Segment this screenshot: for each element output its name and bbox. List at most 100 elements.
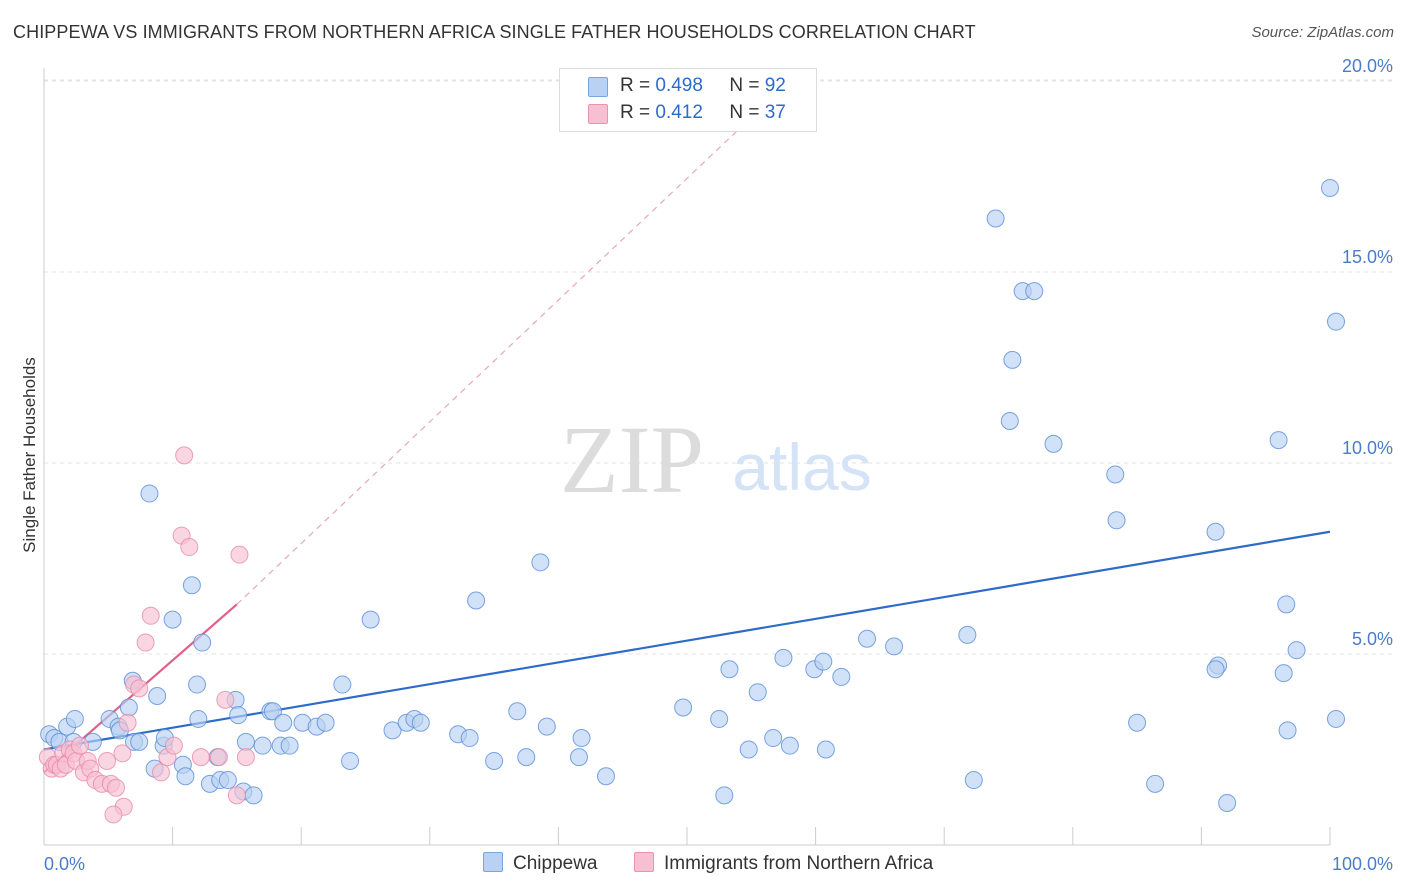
point-chippewa	[274, 713, 293, 732]
legend-n-value: 37	[764, 102, 786, 123]
point-chippewa	[253, 736, 272, 755]
point-chippewa	[341, 751, 360, 770]
point-chippewa	[280, 736, 299, 755]
point-chippewa	[1025, 282, 1044, 301]
point-chippewa	[1278, 721, 1297, 740]
point-chippewa	[720, 660, 739, 679]
point-immigrants	[107, 778, 126, 797]
point-immigrants	[209, 748, 228, 767]
point-immigrants	[230, 545, 249, 564]
tick-labels: 5.0% 10.0% 15.0% 20.0% 0.0% 100.0%	[44, 56, 1393, 874]
legend-r-label: R =	[620, 102, 651, 123]
point-immigrants	[216, 690, 235, 709]
point-chippewa	[1106, 465, 1125, 484]
point-chippewa	[674, 698, 693, 717]
legend-swatch-immigrants	[588, 104, 608, 124]
point-immigrants	[98, 751, 117, 770]
legend-r-label: R =	[620, 75, 651, 96]
bottom-legend-label-chippewa: Chippewa	[513, 853, 598, 874]
bottom-legend-swatch-immigrants	[634, 852, 654, 872]
point-immigrants	[130, 679, 149, 698]
point-chippewa	[958, 625, 977, 644]
point-chippewa	[119, 698, 138, 717]
point-chippewa	[508, 702, 527, 721]
point-chippewa	[218, 771, 237, 790]
point-chippewa	[537, 717, 556, 736]
grid-lines	[44, 79, 1394, 655]
source-credit: Source: ZipAtlas.com	[1251, 24, 1394, 41]
data-points	[38, 178, 1345, 824]
point-chippewa	[1327, 312, 1345, 331]
point-immigrants	[136, 633, 155, 652]
point-immigrants	[236, 748, 255, 767]
point-chippewa	[1146, 774, 1165, 793]
bottom-legend-immigrants: Immigrants from Northern Africa	[634, 852, 933, 875]
legend-r-value: 0.498	[655, 75, 703, 96]
point-chippewa	[885, 637, 904, 656]
point-chippewa	[485, 751, 504, 770]
point-chippewa	[986, 209, 1005, 228]
legend-n-label: N =	[729, 102, 760, 123]
point-chippewa	[1269, 431, 1288, 450]
axes	[43, 68, 1331, 846]
point-chippewa	[229, 706, 248, 725]
legend: R = 0.498 N = 92 R = 0.412 N = 37	[559, 68, 817, 132]
trend-extension-immigrants	[236, 80, 791, 605]
y-tick-label: 15.0%	[1342, 247, 1393, 267]
point-chippewa	[65, 709, 84, 728]
point-chippewa	[1206, 660, 1225, 679]
point-immigrants	[175, 446, 194, 465]
x-tick-label-min: 0.0%	[44, 854, 85, 874]
point-immigrants	[71, 736, 90, 755]
point-chippewa	[189, 709, 208, 728]
point-chippewa	[1107, 511, 1126, 530]
chart-title: CHIPPEWA VS IMMIGRANTS FROM NORTHERN AFR…	[13, 22, 976, 42]
point-immigrants	[104, 805, 123, 824]
point-chippewa	[517, 748, 536, 767]
point-immigrants	[180, 538, 199, 557]
point-immigrants	[191, 748, 210, 767]
y-tick-label: 5.0%	[1352, 629, 1393, 649]
point-chippewa	[1218, 793, 1237, 812]
trend-line-chippewa	[43, 530, 1331, 751]
point-immigrants	[164, 736, 183, 755]
point-chippewa	[832, 667, 851, 686]
point-chippewa	[411, 713, 430, 732]
legend-n-value: 92	[764, 75, 786, 96]
point-chippewa	[710, 709, 729, 728]
point-chippewa	[858, 629, 877, 648]
legend-r-value: 0.412	[655, 102, 703, 123]
point-immigrants	[227, 786, 246, 805]
point-chippewa	[244, 786, 263, 805]
point-chippewa	[188, 675, 207, 694]
point-chippewa	[572, 729, 591, 748]
point-chippewa	[596, 767, 615, 786]
point-chippewa	[383, 721, 402, 740]
x-tick-label-max: 100.0%	[1332, 854, 1393, 874]
point-chippewa	[764, 729, 783, 748]
point-chippewa	[1327, 709, 1345, 728]
watermark: ZIP atlas	[560, 406, 872, 513]
legend-swatch-chippewa	[588, 77, 608, 97]
point-chippewa	[467, 591, 486, 610]
point-chippewa	[1000, 411, 1019, 430]
point-chippewa	[333, 675, 352, 694]
point-immigrants	[141, 606, 160, 625]
point-chippewa	[748, 683, 767, 702]
point-chippewa	[460, 729, 479, 748]
point-chippewa	[774, 648, 793, 667]
point-chippewa	[193, 633, 212, 652]
point-chippewa	[1044, 434, 1063, 453]
point-chippewa	[361, 610, 380, 629]
point-chippewa	[816, 740, 835, 759]
point-chippewa	[531, 553, 550, 572]
point-chippewa	[814, 652, 833, 671]
watermark-atlas: atlas	[732, 430, 871, 504]
point-immigrants	[118, 713, 137, 732]
bottom-legend-chippewa: Chippewa	[483, 852, 598, 875]
point-chippewa	[569, 748, 588, 767]
point-chippewa	[1287, 641, 1306, 660]
bottom-legend-label-immigrants: Immigrants from Northern Africa	[664, 853, 934, 874]
point-chippewa	[1003, 350, 1022, 369]
